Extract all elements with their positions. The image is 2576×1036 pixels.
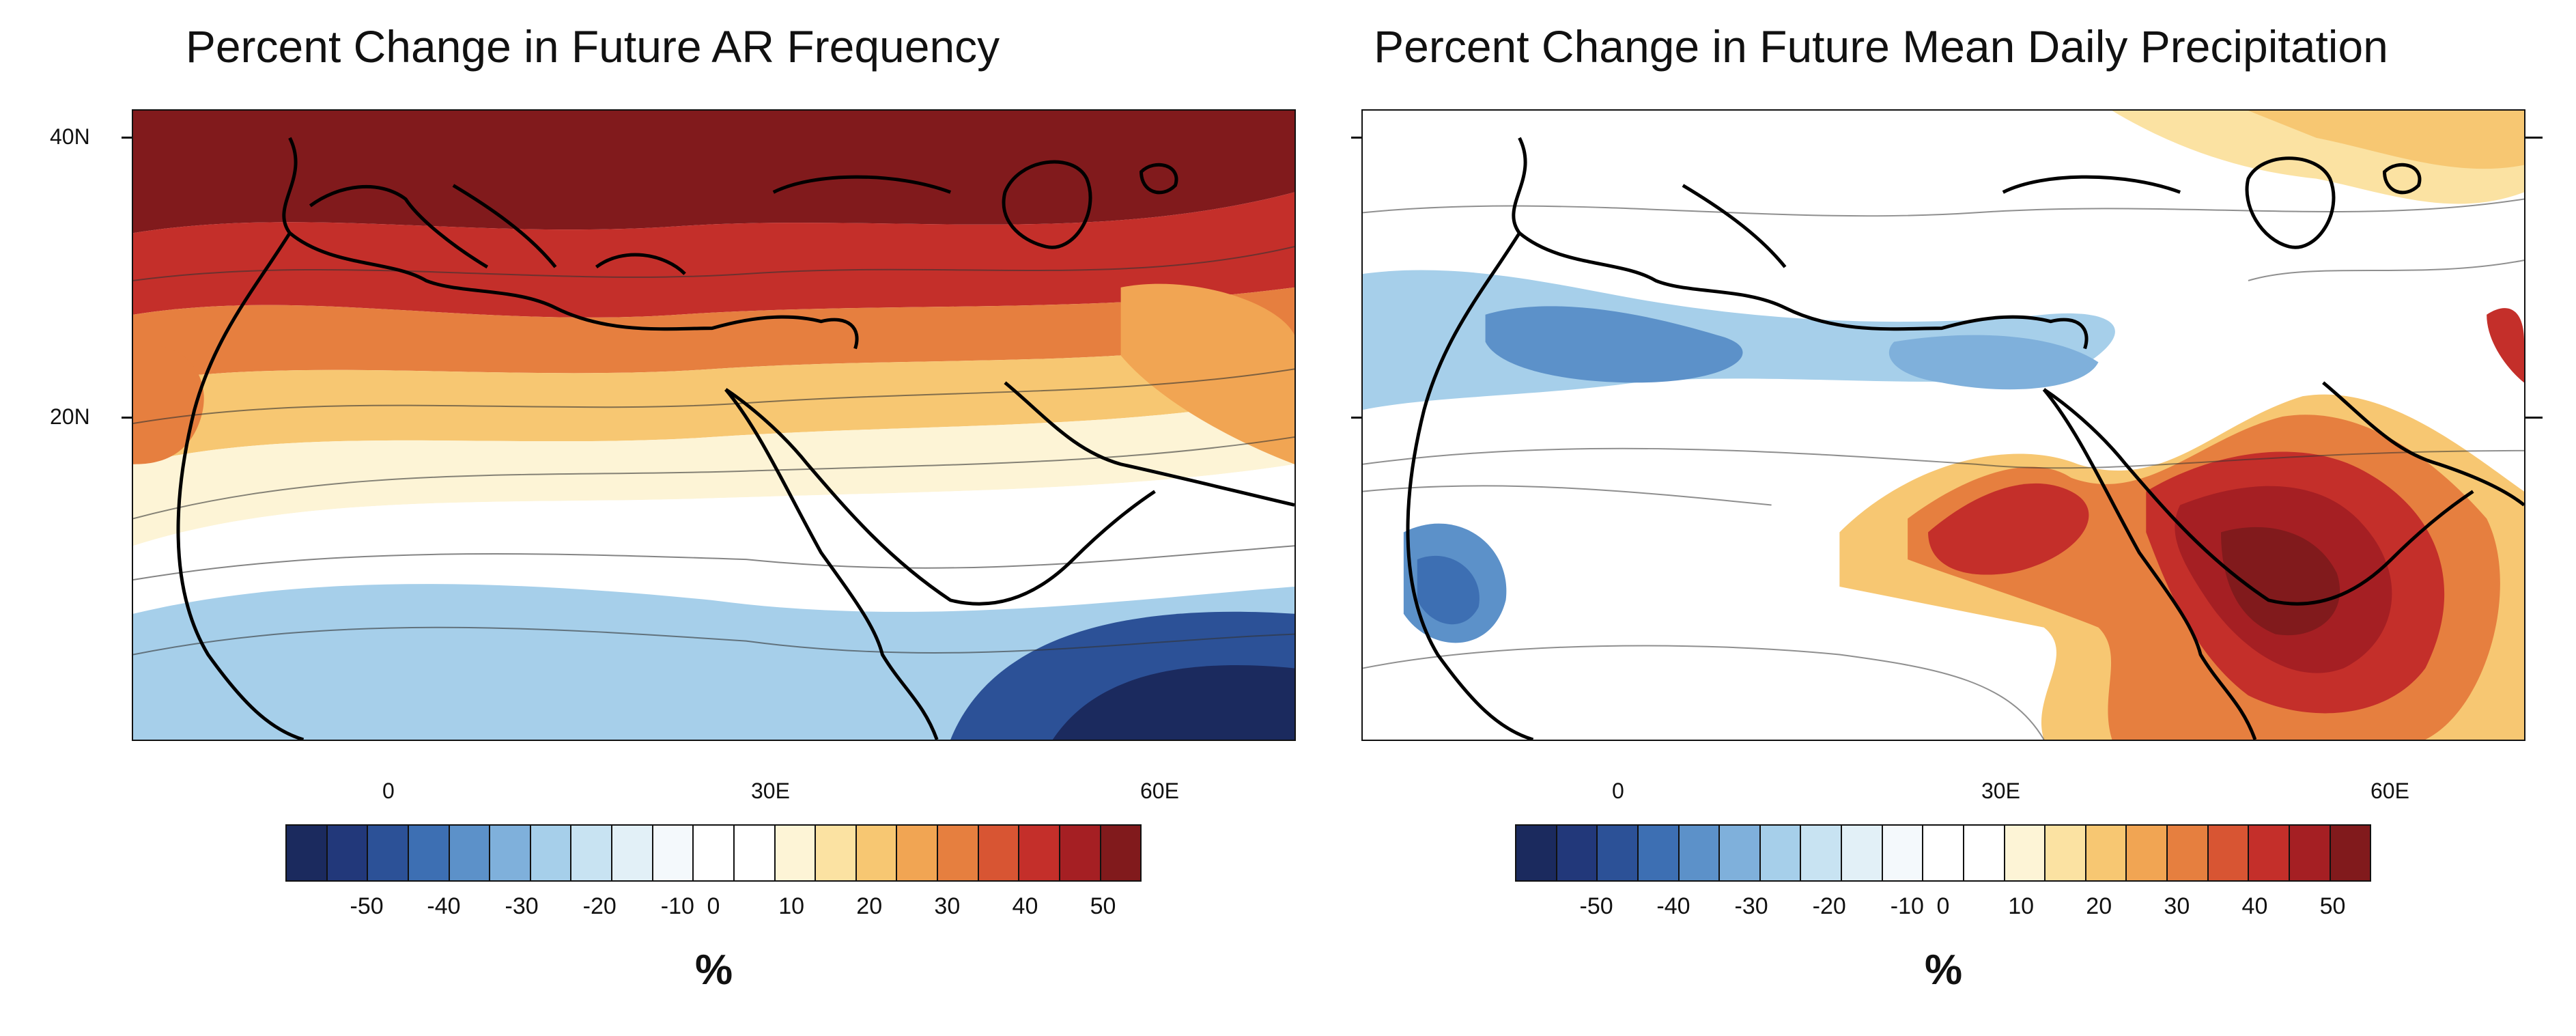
colorbar-swatch: [1557, 826, 1598, 880]
colorbar-swatch: [2289, 826, 2331, 880]
colorbar-tick-label: 10: [2008, 893, 2035, 919]
lon-label-60e: 60E: [1140, 779, 1179, 803]
colorbar-swatch: [856, 826, 898, 880]
lat-label-40n: 40N: [50, 124, 90, 149]
colorbar-tick-label: 40: [1012, 893, 1038, 919]
colorbar-swatch: [1720, 826, 1761, 880]
colorbar-swatch: [2046, 826, 2086, 880]
colorbar-tick-label: -30: [505, 893, 539, 919]
colorbar: [285, 824, 1142, 882]
lon-label-60e: 60E: [2370, 779, 2409, 803]
colorbar-swatch: [897, 826, 938, 880]
panel-title: Percent Change in Future Mean Daily Prec…: [1374, 21, 2388, 72]
lon-label-0: 0: [1612, 779, 1624, 803]
colorbar-tick-label: -50: [350, 893, 384, 919]
colorbar-swatch: [816, 826, 857, 880]
colorbar-swatch: [1101, 826, 1141, 880]
colorbar-swatch: [530, 826, 572, 880]
colorbar-tick-label: -10: [1890, 893, 1924, 919]
colorbar-swatch: [2330, 826, 2370, 880]
colorbar-tick-label: -40: [427, 893, 461, 919]
colorbar-swatch: [734, 826, 776, 880]
map-ar-frequency: [132, 109, 1296, 741]
colorbar-tick-label: 30: [2164, 893, 2190, 919]
colorbar-swatch: [2249, 826, 2290, 880]
colorbar-swatch: [612, 826, 653, 880]
colorbar-swatch: [2005, 826, 2046, 880]
map-canvas: [1363, 111, 2524, 740]
colorbar: [1515, 824, 2371, 882]
colorbar-unit: %: [1925, 947, 1963, 994]
colorbar-tick-label: 0: [707, 893, 720, 919]
colorbar-tick-label: -30: [1734, 893, 1768, 919]
colorbar-swatch: [287, 826, 328, 880]
colorbar-labels: -50 -40 -30 -20 -10 0 10 20 30 40 50: [285, 893, 1142, 921]
colorbar-tick-label: 50: [1090, 893, 1116, 919]
colorbar-swatch: [1801, 826, 1842, 880]
lat-label-20n: 20N: [50, 404, 90, 429]
colorbar-swatch: [571, 826, 612, 880]
panel-ar-frequency: Percent Change in Future AR Frequency: [50, 21, 1296, 994]
panel-precipitation: Percent Change in Future Mean Daily Prec…: [1288, 0, 2576, 1036]
lat-tick: [2525, 137, 2543, 139]
colorbar-swatch: [653, 826, 694, 880]
colorbar-swatch: [368, 826, 409, 880]
map-canvas: [133, 111, 1294, 740]
colorbar-swatch: [1964, 826, 2005, 880]
colorbar-unit: %: [695, 947, 733, 994]
lon-label-30e: 30E: [1981, 779, 2020, 803]
colorbar-swatch: [1019, 826, 1060, 880]
lat-tick: [122, 137, 132, 139]
lat-tick: [2525, 417, 2543, 419]
colorbar-tick-label: 20: [2086, 893, 2112, 919]
colorbar-swatch: [449, 826, 491, 880]
colorbar-tick-label: -20: [582, 893, 617, 919]
colorbar-tick-label: 50: [2319, 893, 2346, 919]
colorbar-swatch: [1516, 826, 1557, 880]
colorbar-swatch: [2208, 826, 2250, 880]
lon-label-0: 0: [382, 779, 395, 803]
colorbar-tick-label: 20: [856, 893, 883, 919]
colorbar-tick-label: 30: [934, 893, 961, 919]
colorbar-swatch: [1923, 826, 1964, 880]
colorbar-tick-label: 10: [778, 893, 805, 919]
colorbar-tick-label: -50: [1579, 893, 1613, 919]
colorbar-swatch: [978, 826, 1020, 880]
lat-tick: [1351, 417, 1361, 419]
colorbar-swatch: [1060, 826, 1101, 880]
map-precipitation: [1361, 109, 2525, 741]
colorbar-tick-label: 40: [2241, 893, 2268, 919]
colorbar-swatch: [1638, 826, 1680, 880]
colorbar-swatch: [2086, 826, 2127, 880]
colorbar-swatch: [490, 826, 531, 880]
colorbar-swatch: [327, 826, 369, 880]
lat-tick: [122, 417, 132, 419]
colorbar-tick-label: -10: [660, 893, 694, 919]
panel-title: Percent Change in Future AR Frequency: [185, 21, 1000, 72]
colorbar-swatch: [408, 826, 450, 880]
colorbar-swatch: [938, 826, 979, 880]
colorbar-tick-label: -40: [1656, 893, 1690, 919]
colorbar-swatch: [1882, 826, 1924, 880]
colorbar-swatch: [1598, 826, 1639, 880]
colorbar-tick-label: -20: [1812, 893, 1846, 919]
colorbar-swatch: [1842, 826, 1883, 880]
colorbar-swatch: [1679, 826, 1721, 880]
colorbar-swatch: [2168, 826, 2209, 880]
colorbar-swatch: [1760, 826, 1802, 880]
lon-label-30e: 30E: [751, 779, 790, 803]
colorbar-tick-label: 0: [1936, 893, 1950, 919]
lat-tick: [1351, 137, 1361, 139]
colorbar-swatch: [2127, 826, 2168, 880]
colorbar-swatch: [775, 826, 817, 880]
colorbar-labels: -50 -40 -30 -20 -10 0 10 20 30 40 50: [1515, 893, 2371, 921]
colorbar-swatch: [694, 826, 735, 880]
